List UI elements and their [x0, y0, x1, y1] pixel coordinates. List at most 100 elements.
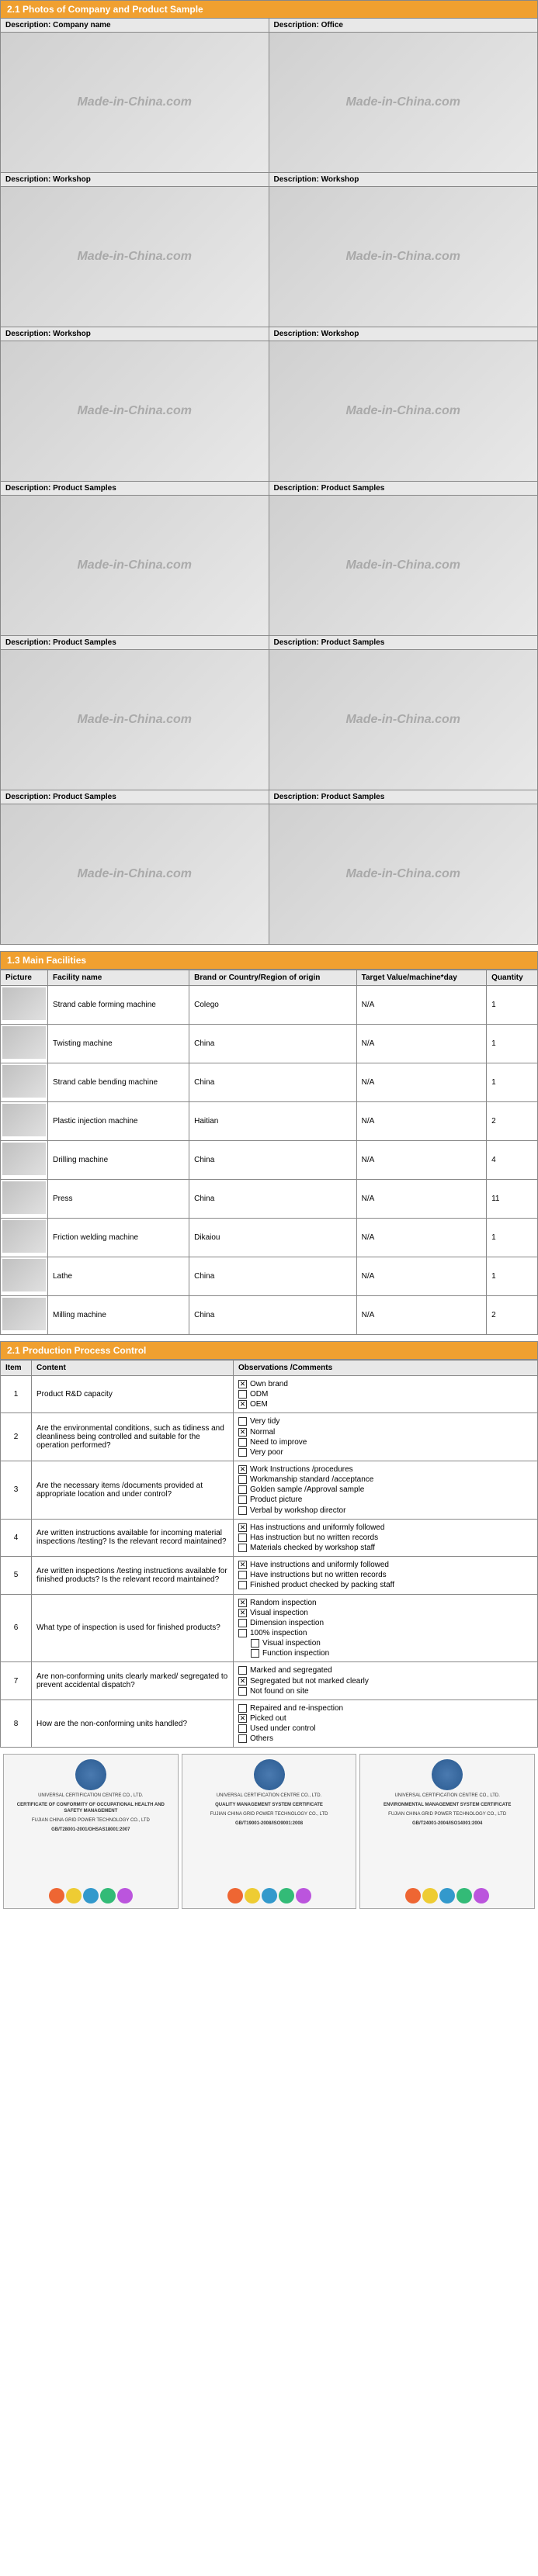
- checkbox-icon: [238, 1380, 247, 1388]
- checkbox-label: Very tidy: [250, 1418, 279, 1426]
- photo-cell: Description: Company nameMade-in-China.c…: [1, 19, 269, 172]
- facility-qty: 1: [487, 1063, 538, 1102]
- table-row: 8How are the non-conforming units handle…: [1, 1699, 538, 1748]
- checkbox-option: Has instruction but no written records: [238, 1533, 533, 1543]
- checkbox-label: Product picture: [250, 1496, 302, 1505]
- item-observations: Work Instructions /proceduresWorkmanship…: [234, 1461, 538, 1519]
- item-content: What type of inspection is used for fini…: [32, 1594, 234, 1662]
- checkbox-option: Repaired and re-inspection: [238, 1703, 533, 1713]
- checkbox-label: Very poor: [250, 1448, 283, 1457]
- checkbox-label: Not found on site: [250, 1687, 309, 1696]
- checkbox-icon: [238, 1666, 247, 1675]
- watermark: Made-in-China.com: [345, 250, 460, 264]
- photo-image: Made-in-China.com: [1, 496, 269, 635]
- checkbox-option: Materials checked by workshop staff: [238, 1543, 533, 1553]
- checkbox-label: Normal: [250, 1428, 275, 1437]
- checkbox-icon: [238, 1400, 247, 1409]
- checkbox-label: Others: [250, 1734, 273, 1743]
- checkbox-label: Need to improve: [250, 1438, 307, 1447]
- checkbox-option: Random inspection: [238, 1598, 533, 1608]
- checkbox-label: Segregated but not marked clearly: [250, 1677, 369, 1686]
- facility-qty: 4: [487, 1141, 538, 1180]
- cert-logo-icon: [75, 1759, 106, 1790]
- facility-name: Milling machine: [48, 1296, 189, 1335]
- badge-icon: [49, 1888, 64, 1903]
- item-number: 3: [1, 1461, 32, 1519]
- facility-qty: 11: [487, 1180, 538, 1219]
- checkbox-icon: [238, 1417, 247, 1426]
- checkbox-option: Golden sample /Approval sample: [238, 1485, 533, 1495]
- table-header: Quantity: [487, 970, 538, 986]
- checkbox-icon: [238, 1448, 247, 1457]
- checkbox-icon: [238, 1523, 247, 1532]
- badge-icon: [474, 1888, 489, 1903]
- checkbox-label: Have instructions but no written records: [250, 1571, 387, 1579]
- cert-org: UNIVERSAL CERTIFICATION CENTRE CO., LTD.: [394, 1793, 499, 1800]
- cert-standard: GB/T28001-2001/OHSAS18001:2007: [51, 1827, 130, 1834]
- checkbox-label: Function inspection: [262, 1649, 329, 1658]
- item-observations: Marked and segregated Segregated but not …: [234, 1662, 538, 1699]
- item-content: Are the environmental conditions, such a…: [32, 1413, 234, 1461]
- photo-cell: Description: WorkshopMade-in-China.com: [1, 327, 269, 481]
- table-row: 3Are the necessary items /documents prov…: [1, 1461, 538, 1519]
- facility-brand: Haitian: [189, 1102, 356, 1141]
- cert-type: QUALITY MANAGEMENT SYSTEM CERTIFICATE: [215, 1803, 323, 1809]
- checkbox-label: Verbal by workshop director: [250, 1506, 345, 1515]
- photo-image: Made-in-China.com: [1, 187, 269, 327]
- watermark: Made-in-China.com: [77, 867, 192, 881]
- checkbox-option: Finished product checked by packing staf…: [238, 1580, 533, 1590]
- photo-label: Description: Product Samples: [1, 790, 269, 804]
- checkbox-option: Dimension inspection: [238, 1618, 533, 1628]
- facility-target: N/A: [356, 1025, 487, 1063]
- checkbox-icon: [238, 1475, 247, 1484]
- checkbox-label: Work Instructions /procedures: [250, 1465, 353, 1474]
- watermark: Made-in-China.com: [345, 867, 460, 881]
- facility-brand: China: [189, 1141, 356, 1180]
- checkbox-label: Workmanship standard /acceptance: [250, 1475, 373, 1484]
- checkbox-label: Repaired and re-inspection: [250, 1704, 343, 1713]
- facility-target: N/A: [356, 1296, 487, 1335]
- photo-cell: Description: Product SamplesMade-in-Chin…: [1, 635, 269, 790]
- facility-name: Lathe: [48, 1257, 189, 1296]
- badge-icon: [227, 1888, 243, 1903]
- item-observations: Own brandODMOEM: [234, 1376, 538, 1413]
- cert-org: UNIVERSAL CERTIFICATION CENTRE CO., LTD.: [38, 1793, 143, 1800]
- facilities-table: PictureFacility nameBrand or Country/Reg…: [0, 970, 538, 1335]
- section-facilities-header: 1.3 Main Facilities: [0, 951, 538, 970]
- checkbox-icon: [238, 1438, 247, 1447]
- checkbox-label: Golden sample /Approval sample: [250, 1485, 364, 1494]
- item-observations: Have instructions and uniformly followed…: [234, 1557, 538, 1594]
- facility-thumb: [2, 1220, 46, 1253]
- photo-image: Made-in-China.com: [269, 650, 538, 790]
- badge-icon: [262, 1888, 277, 1903]
- facility-brand: Dikaiou: [189, 1219, 356, 1257]
- badge-icon: [117, 1888, 133, 1903]
- badge-icon: [279, 1888, 294, 1903]
- photo-label: Description: Product Samples: [269, 635, 538, 650]
- photo-cell: Description: Product SamplesMade-in-Chin…: [1, 481, 269, 635]
- item-content: Are non-conforming units clearly marked/…: [32, 1662, 234, 1699]
- cert-company: FUJIAN CHINA GRID POWER TECHNOLOGY CO., …: [388, 1812, 506, 1818]
- item-number: 6: [1, 1594, 32, 1662]
- photo-image: Made-in-China.com: [269, 33, 538, 172]
- checkbox-label: Has instruction but no written records: [250, 1533, 378, 1542]
- checkbox-label: Picked out: [250, 1714, 286, 1723]
- table-row: Drilling machineChinaN/A4: [1, 1141, 538, 1180]
- facility-target: N/A: [356, 986, 487, 1025]
- item-number: 7: [1, 1662, 32, 1699]
- checkbox-option: Workmanship standard /acceptance: [238, 1475, 533, 1485]
- checkbox-option: Need to improve: [238, 1437, 533, 1447]
- checkbox-option: Very poor: [238, 1447, 533, 1457]
- photo-image: Made-in-China.com: [1, 341, 269, 481]
- facility-thumb: [2, 1143, 46, 1175]
- checkbox-option: 100% inspection: [238, 1628, 533, 1638]
- cert-type: CERTIFICATE OF CONFORMITY OF OCCUPATIONA…: [9, 1803, 173, 1815]
- item-observations: Very tidy NormalNeed to improveVery poor: [234, 1413, 538, 1461]
- table-header: Item: [1, 1361, 32, 1376]
- cert-standard: GB/T24001-2004/ISO14001:2004: [412, 1821, 482, 1827]
- facility-target: N/A: [356, 1141, 487, 1180]
- badge-icon: [422, 1888, 438, 1903]
- photo-cell: Description: Product SamplesMade-in-Chin…: [269, 790, 538, 944]
- watermark: Made-in-China.com: [77, 558, 192, 572]
- checkbox-label: Marked and segregated: [250, 1667, 332, 1675]
